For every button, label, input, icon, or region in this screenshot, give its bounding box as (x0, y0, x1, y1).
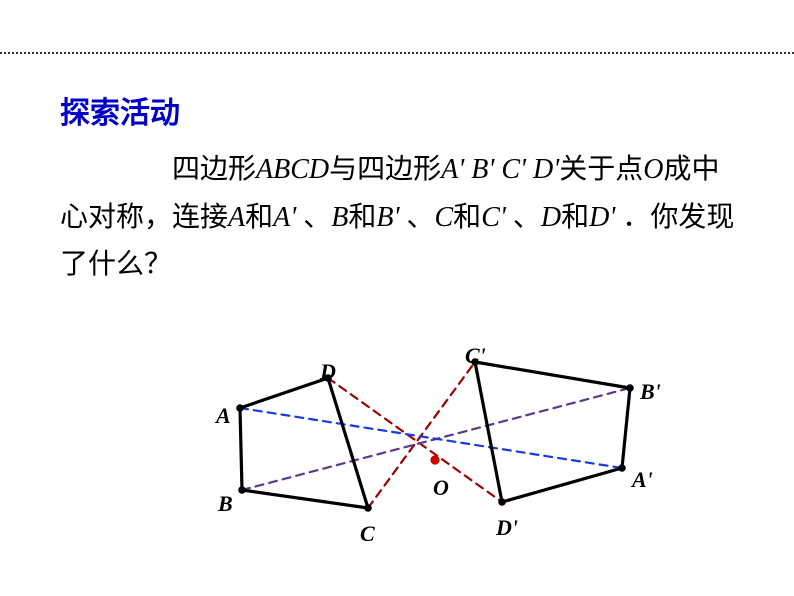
vertex-label-Dprime: D' (496, 515, 518, 541)
divider-rule (0, 52, 794, 54)
vertex-label-Aprime: A' (632, 467, 653, 493)
geometry-diagram: A B C D A' B' C' D' O (170, 330, 670, 560)
body-paragraph: 四边形ABCD与四边形A' B' C' D'关于点O成中心对称，连接A和A' 、… (60, 146, 740, 289)
vertex-label-Bprime: B' (640, 379, 661, 405)
vertex-label-B: B (218, 491, 233, 517)
vertex-label-C: C (360, 521, 375, 547)
vertex-label-A: A (216, 403, 231, 429)
section-heading: 探索活动 (60, 88, 740, 132)
vertex-label-D: D (320, 359, 336, 385)
vertex-label-Cprime: C' (465, 343, 486, 369)
content-area: 探索活动 四边形ABCD与四边形A' B' C' D'关于点O成中心对称，连接A… (60, 88, 740, 289)
diagram-svg (170, 330, 670, 560)
vertex-label-O: O (433, 475, 449, 501)
